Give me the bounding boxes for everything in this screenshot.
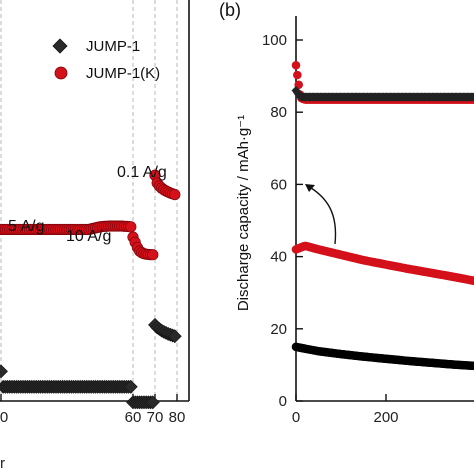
legend-label-jump-1-k: JUMP-1(K) [86, 65, 160, 82]
panel-a-point-jump-1-79 [167, 329, 182, 344]
panel-b: (b) Discharge capacity / mAh·g⁻¹ 0 20 40 60… [219, 0, 474, 426]
annotation-10-a-g: 10 A/g [66, 228, 111, 245]
panel-a-point-jump-1-k-69 [147, 249, 159, 261]
panel-a-grid [0, 0, 178, 401]
arrow-annotation [307, 185, 337, 245]
legend-marker-jump-1 [52, 38, 68, 54]
panel-b-x-tick-label-0: 0 [292, 409, 300, 426]
panel-a-point-jump-1-k-79 [169, 188, 181, 201]
panel-b-y-tick-label-5: 100 [262, 32, 287, 49]
panel-b-point-0-3 [293, 70, 302, 80]
panel-b-point-3-396 [469, 361, 474, 371]
annotation-5-a-g: 5 A/g [8, 218, 44, 235]
panel-b-series-2 [291, 241, 474, 286]
panel-b-point-0-0 [291, 60, 301, 70]
panel-b-series-1 [291, 86, 474, 102]
panel-b-x-ticks: 02004 [292, 394, 399, 426]
panel-b-point-1-396 [469, 92, 474, 102]
panel-b-y-tick-label-1: 20 [270, 321, 287, 338]
panel-a: 0 60 70 80 JUMP-1 JUMP-1(K) 5 A/g 10 A/g 0.… [0, 0, 190, 472]
panel-a-point-jump-1-k-59 [125, 221, 137, 233]
panel-b-y-tick-label-3: 60 [270, 176, 287, 193]
panel-a-points [0, 169, 182, 410]
legend-marker-jump-1-k [54, 66, 68, 80]
legend: JUMP-1 JUMP-1(K) [52, 38, 160, 82]
bottom-fragment: r [0, 455, 5, 472]
legend-label-jump-1: JUMP-1 [86, 38, 140, 55]
annotation-0-1-a-g: 0.1 A/g [117, 164, 167, 181]
panel-a-x-tick-label-3: 80 [169, 409, 186, 426]
panel-b-x-tick-label-1: 200 [373, 409, 398, 426]
panel-b-y-tick-label-2: 40 [270, 249, 287, 266]
panel-a-x-tick-label-0: 0 [0, 409, 8, 426]
panel-a-x-tick-label-2: 70 [147, 409, 164, 426]
arrow-head [305, 184, 315, 192]
panel-a-x-ticks: 0 60 70 80 [0, 394, 185, 426]
panel-b-series [291, 60, 474, 371]
panel-b-y-ticks: 0 20 40 60 80 100 [262, 32, 303, 410]
panel-a-point-jump-1-69 [145, 395, 160, 410]
panel-a-point-jump-1-59 [123, 379, 138, 394]
panel-a-x-tick-label-1: 60 [125, 409, 142, 426]
panel-b-series-3 [291, 342, 474, 371]
panel-a-point-jump-1-0 [0, 364, 8, 379]
y-axis-label: Discharge capacity / mAh·g⁻¹ [235, 115, 252, 311]
panel-b-point-2-396 [469, 276, 474, 286]
panel-tag-b: (b) [219, 0, 241, 20]
panel-b-y-tick-label-4: 80 [270, 104, 287, 121]
panel-b-y-tick-label-0: 0 [279, 393, 287, 410]
